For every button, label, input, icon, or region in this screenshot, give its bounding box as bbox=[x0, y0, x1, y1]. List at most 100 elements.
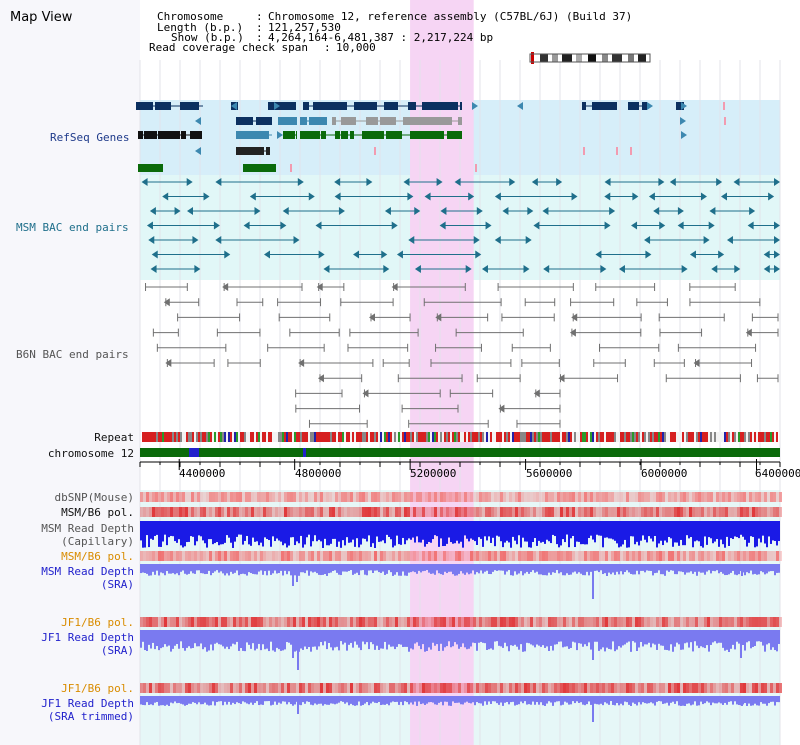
read-depth-sra bbox=[700, 564, 702, 573]
repeat-element bbox=[156, 432, 158, 442]
bac-end-marker bbox=[494, 236, 501, 244]
repeat-element bbox=[378, 432, 380, 442]
polymorphism-density bbox=[233, 617, 236, 627]
track-label-msm-read-depth-sra[interactable]: MSM Read Depth bbox=[41, 565, 134, 578]
bac-end-marker bbox=[494, 192, 501, 201]
track-label-refseq[interactable]: RefSeq Genes bbox=[50, 131, 130, 144]
track-label-repeat[interactable]: Repeat bbox=[94, 431, 134, 444]
dbsnp-density bbox=[323, 492, 326, 502]
dbsnp-density bbox=[527, 492, 530, 502]
read-depth-jf1-trimmed bbox=[478, 696, 480, 704]
polymorphism-density bbox=[485, 507, 488, 517]
read-depth-sra bbox=[486, 564, 488, 571]
read-depth-jf1 bbox=[728, 630, 730, 652]
track-label-msm-read-depth-capillary[interactable]: MSM Read Depth bbox=[41, 522, 134, 535]
polymorphism-density bbox=[656, 683, 659, 693]
read-depth-jf1 bbox=[384, 630, 386, 642]
read-depth-jf1 bbox=[248, 630, 250, 645]
track-label-b6n-bac[interactable]: B6N BAC end pairs bbox=[16, 348, 129, 361]
read-depth-capillary bbox=[578, 521, 580, 542]
read-depth-jf1-trimmed bbox=[156, 696, 158, 702]
read-depth-jf1-trimmed bbox=[718, 696, 720, 703]
polymorphism-density bbox=[533, 507, 536, 517]
read-depth-capillary bbox=[510, 521, 512, 548]
read-depth-jf1 bbox=[184, 630, 186, 651]
polymorphism-density bbox=[395, 551, 398, 561]
read-depth-jf1-trimmed bbox=[662, 696, 664, 704]
polymorphism-density bbox=[236, 551, 239, 561]
read-depth-jf1 bbox=[750, 630, 752, 649]
repeat-element bbox=[182, 432, 184, 442]
read-depth-sra-spike bbox=[292, 564, 294, 586]
polymorphism-density bbox=[680, 507, 683, 517]
track-label-jf1-b6-pol[interactable]: JF1/B6 pol. bbox=[61, 616, 134, 629]
repeat-element bbox=[222, 432, 224, 442]
read-depth-capillary bbox=[732, 521, 734, 540]
polymorphism-density bbox=[707, 507, 710, 517]
polymorphism-density bbox=[365, 507, 368, 517]
track-label-jf1-read-depth-trimmed[interactable]: JF1 Read Depth bbox=[41, 697, 134, 710]
read-depth-capillary bbox=[262, 521, 264, 547]
gene-exon bbox=[582, 102, 586, 110]
repeat-element bbox=[290, 432, 292, 442]
repeat-element bbox=[448, 432, 450, 442]
read-depth-jf1-trimmed bbox=[768, 696, 770, 704]
polymorphism-density bbox=[596, 551, 599, 561]
bac-end-marker bbox=[485, 221, 492, 230]
read-depth-jf1-trimmed bbox=[508, 696, 510, 705]
read-depth-jf1 bbox=[534, 630, 536, 648]
read-depth-sra bbox=[446, 564, 448, 574]
read-depth-capillary bbox=[420, 521, 422, 543]
track-label-msm-b6-pol-2[interactable]: MSM/B6 pol. bbox=[61, 550, 134, 563]
read-depth-sra bbox=[338, 564, 340, 575]
dbsnp-density bbox=[569, 492, 572, 502]
read-depth-jf1-trimmed bbox=[180, 696, 182, 704]
read-depth-jf1-trimmed bbox=[706, 696, 708, 702]
read-depth-sra bbox=[190, 564, 192, 572]
track-label-jf1-b6-pol-2[interactable]: JF1/B6 pol. bbox=[61, 682, 134, 695]
polymorphism-density bbox=[167, 617, 170, 627]
polymorphism-density bbox=[479, 507, 482, 517]
read-depth-jf1-trimmed bbox=[744, 696, 746, 704]
read-depth-capillary bbox=[448, 521, 450, 538]
read-depth-sra bbox=[374, 564, 376, 571]
read-depth-jf1 bbox=[574, 630, 576, 643]
read-depth-jf1-trimmed bbox=[528, 696, 530, 705]
read-depth-jf1 bbox=[508, 630, 510, 652]
read-depth-sra bbox=[302, 564, 304, 573]
repeat-element bbox=[760, 432, 762, 442]
read-depth-jf1-trimmed bbox=[304, 696, 306, 704]
dbsnp-density bbox=[314, 492, 317, 502]
polymorphism-density bbox=[164, 551, 167, 561]
read-depth-jf1 bbox=[694, 630, 696, 642]
track-label-chromosome[interactable]: chromosome 12 bbox=[47, 447, 134, 460]
track-label-msm-b6-pol[interactable]: MSM/B6 pol. bbox=[61, 506, 134, 519]
track-label-msm-bac[interactable]: MSM BAC end pairs bbox=[16, 221, 129, 234]
repeat-element bbox=[330, 432, 332, 442]
polymorphism-density bbox=[254, 507, 257, 517]
repeat-element bbox=[268, 432, 270, 442]
polymorphism-density bbox=[569, 683, 572, 693]
read-depth-capillary bbox=[750, 521, 752, 537]
track-label-jf1-read-depth[interactable]: JF1 Read Depth bbox=[41, 631, 134, 644]
gene-marker bbox=[724, 117, 726, 125]
dbsnp-density bbox=[179, 492, 182, 502]
repeat-element bbox=[478, 432, 480, 442]
read-depth-jf1 bbox=[580, 630, 582, 644]
polymorphism-density bbox=[740, 683, 743, 693]
track-label-dbsnp[interactable]: dbSNP(Mouse) bbox=[54, 491, 134, 504]
read-depth-jf1 bbox=[446, 630, 448, 647]
dbsnp-density bbox=[278, 492, 281, 502]
polymorphism-density bbox=[749, 683, 752, 693]
dbsnp-density bbox=[551, 492, 554, 502]
read-depth-sra bbox=[734, 564, 736, 575]
read-depth-jf1-trimmed bbox=[428, 696, 430, 703]
read-depth-sra bbox=[142, 564, 144, 573]
polymorphism-density bbox=[149, 683, 152, 693]
read-depth-jf1 bbox=[434, 630, 436, 646]
read-depth-sra bbox=[322, 564, 324, 575]
bac-end-marker bbox=[542, 207, 549, 215]
dbsnp-density bbox=[773, 492, 776, 502]
read-depth-capillary bbox=[260, 521, 262, 543]
